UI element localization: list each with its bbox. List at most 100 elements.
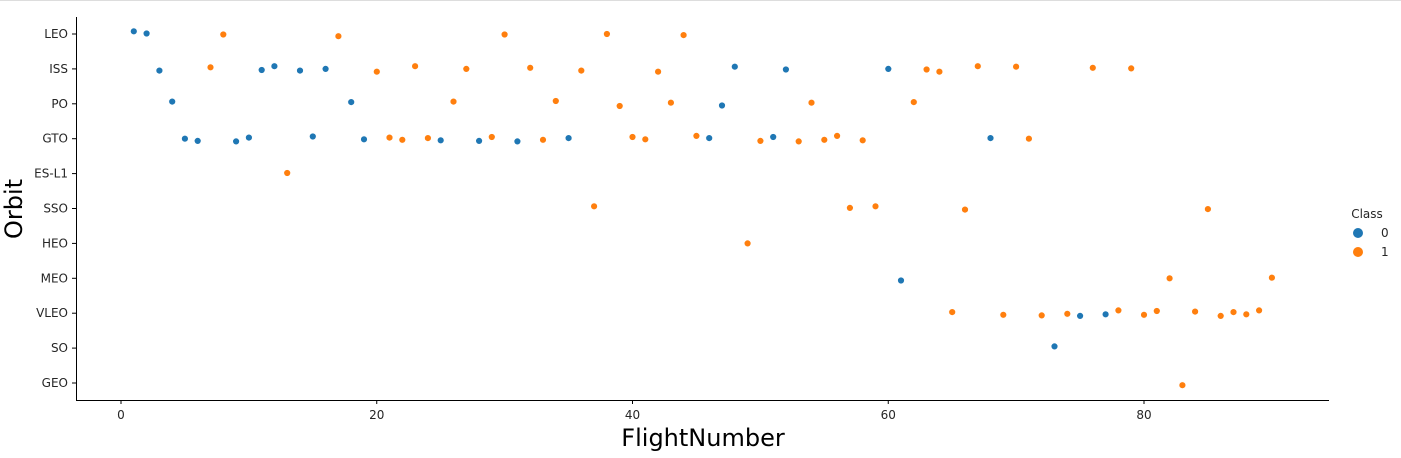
data-point	[500, 30, 509, 39]
data-points	[130, 27, 1276, 389]
data-point	[628, 133, 637, 141]
data-point	[615, 102, 624, 110]
data-point	[961, 205, 969, 214]
data-point	[168, 97, 176, 106]
data-point	[334, 32, 343, 40]
y-tick-label: ISS	[49, 62, 68, 76]
data-point	[258, 66, 266, 74]
data-point	[130, 27, 138, 35]
y-tick-label: PO	[51, 97, 68, 111]
data-point	[807, 98, 816, 107]
y-tick-label: MEO	[41, 271, 68, 285]
data-point	[679, 31, 688, 39]
legend-marker	[1353, 228, 1363, 238]
data-point	[1229, 308, 1238, 316]
data-point	[1255, 306, 1263, 315]
data-point	[743, 239, 752, 248]
data-point	[1242, 310, 1251, 318]
data-point	[1140, 311, 1148, 319]
data-point	[846, 204, 854, 212]
data-point	[283, 169, 291, 177]
y-tick-label: VLEO	[36, 306, 68, 320]
data-point	[1037, 311, 1046, 320]
data-point	[999, 311, 1007, 319]
y-tick-label: SSO	[43, 202, 68, 216]
data-point	[641, 135, 649, 144]
data-point	[705, 134, 713, 142]
data-point	[1216, 312, 1225, 320]
data-point	[475, 137, 483, 145]
data-point	[437, 136, 445, 145]
x-tick-label: 60	[881, 408, 896, 422]
data-point	[935, 67, 944, 76]
data-point	[398, 136, 406, 144]
data-point	[718, 101, 726, 110]
data-point	[411, 62, 419, 70]
data-point	[1076, 312, 1084, 320]
data-point	[858, 136, 867, 145]
data-point	[1012, 62, 1020, 71]
data-point	[1114, 306, 1123, 315]
data-point	[871, 202, 880, 211]
y-tick-label: HEO	[42, 236, 68, 250]
data-point	[462, 65, 470, 73]
data-point	[219, 30, 228, 39]
x-axis-title: FlightNumber	[621, 424, 785, 452]
data-point	[884, 65, 892, 73]
x-tick-label: 0	[117, 408, 125, 422]
data-point	[373, 67, 381, 76]
data-point	[488, 133, 496, 141]
data-point	[1268, 274, 1276, 282]
data-point	[1050, 342, 1059, 351]
data-point	[922, 65, 931, 74]
data-point	[986, 134, 995, 142]
x-tick-label: 20	[369, 408, 384, 422]
y-tick-label: GTO	[42, 132, 68, 146]
y-tick-label: GEO	[42, 376, 68, 390]
legend-label: 1	[1381, 245, 1389, 259]
y-axis-ticks: LEO ISS PO GTO ES-L1 SSO HEO MEO VLEO SO GEO	[34, 27, 76, 390]
legend-marker	[1353, 247, 1363, 257]
data-point	[1191, 307, 1199, 316]
data-point	[1063, 310, 1072, 318]
data-point	[194, 137, 202, 145]
legend-title: Class	[1351, 207, 1383, 221]
x-axis-ticks: 0 20 40 60 80	[117, 400, 1152, 422]
data-point	[155, 66, 164, 75]
y-tick-label: LEO	[44, 27, 68, 41]
data-point	[833, 132, 841, 140]
data-point	[731, 62, 739, 71]
data-point	[245, 133, 253, 142]
data-point	[181, 135, 189, 143]
data-point	[1178, 381, 1187, 389]
data-point	[769, 133, 777, 141]
data-point	[1089, 64, 1097, 72]
data-point	[948, 308, 956, 316]
data-point	[526, 64, 534, 72]
data-point	[309, 132, 317, 141]
data-point	[1025, 135, 1033, 143]
data-point	[820, 136, 828, 144]
data-point	[552, 97, 560, 105]
data-point	[603, 30, 611, 38]
data-point	[1127, 64, 1135, 73]
legend: Class 0 1	[1351, 207, 1388, 259]
data-point	[1101, 310, 1110, 318]
data-point	[296, 66, 304, 75]
data-point	[910, 98, 918, 106]
data-point	[692, 132, 701, 140]
data-point	[513, 137, 522, 146]
y-tick-label: SO	[51, 341, 68, 355]
data-point	[142, 29, 151, 38]
data-point	[1204, 205, 1212, 213]
data-point	[564, 134, 573, 142]
data-point	[1165, 274, 1174, 282]
data-point	[270, 62, 279, 70]
data-point	[449, 97, 458, 106]
data-point	[782, 65, 790, 74]
data-point	[1153, 307, 1161, 315]
x-tick-label: 40	[625, 408, 640, 422]
y-tick-label: ES-L1	[34, 167, 68, 181]
data-point	[667, 98, 675, 107]
